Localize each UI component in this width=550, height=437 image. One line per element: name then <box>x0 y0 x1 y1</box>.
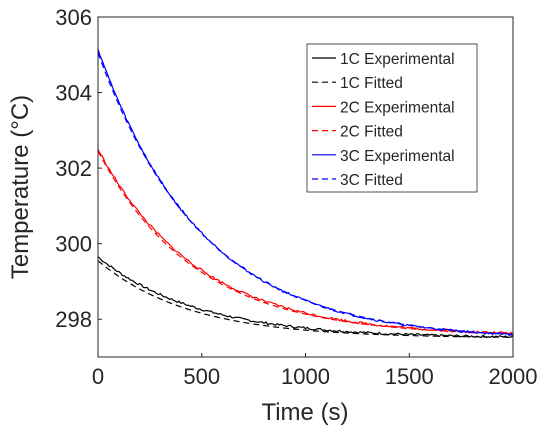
series-line-2c-fitted <box>97 150 514 335</box>
y-tick-label: 306 <box>55 5 92 30</box>
y-tick-label: 302 <box>55 156 92 181</box>
legend-label: 3C Experimental <box>340 148 455 165</box>
legend-label: 3C Fitted <box>340 172 403 189</box>
x-tick-label: 0 <box>92 364 104 389</box>
x-tick-label: 1000 <box>281 364 330 389</box>
legend: 1C Experimental 1C Fitted 2C Experimental 2… <box>306 43 478 193</box>
series-line-1c-fitted <box>97 260 513 338</box>
series-line-3c-fitted <box>97 52 514 336</box>
x-axis-label: Time (s) <box>261 399 348 426</box>
series-line-2c-experimental <box>97 148 514 335</box>
x-tick-label: 2000 <box>489 364 538 389</box>
x-axis-ticks: 0 500 1000 1500 2000 <box>92 353 538 389</box>
legend-label: 1C Experimental <box>340 51 455 68</box>
y-tick-label: 304 <box>55 81 92 106</box>
y-tick-label: 300 <box>55 232 92 257</box>
y-tick-label: 298 <box>55 307 92 332</box>
legend-label: 2C Experimental <box>340 99 455 116</box>
legend-label: 2C Fitted <box>340 124 403 141</box>
legend-label: 1C Fitted <box>340 75 403 92</box>
x-tick-label: 500 <box>183 364 220 389</box>
y-axis-label: Temperature (°C) <box>7 95 34 279</box>
y-axis-ticks: 298 300 302 304 306 <box>55 5 102 332</box>
series-lines <box>97 48 514 339</box>
legend-box <box>306 43 478 193</box>
x-tick-label: 1500 <box>385 364 434 389</box>
series-line-1c-experimental <box>97 256 514 339</box>
